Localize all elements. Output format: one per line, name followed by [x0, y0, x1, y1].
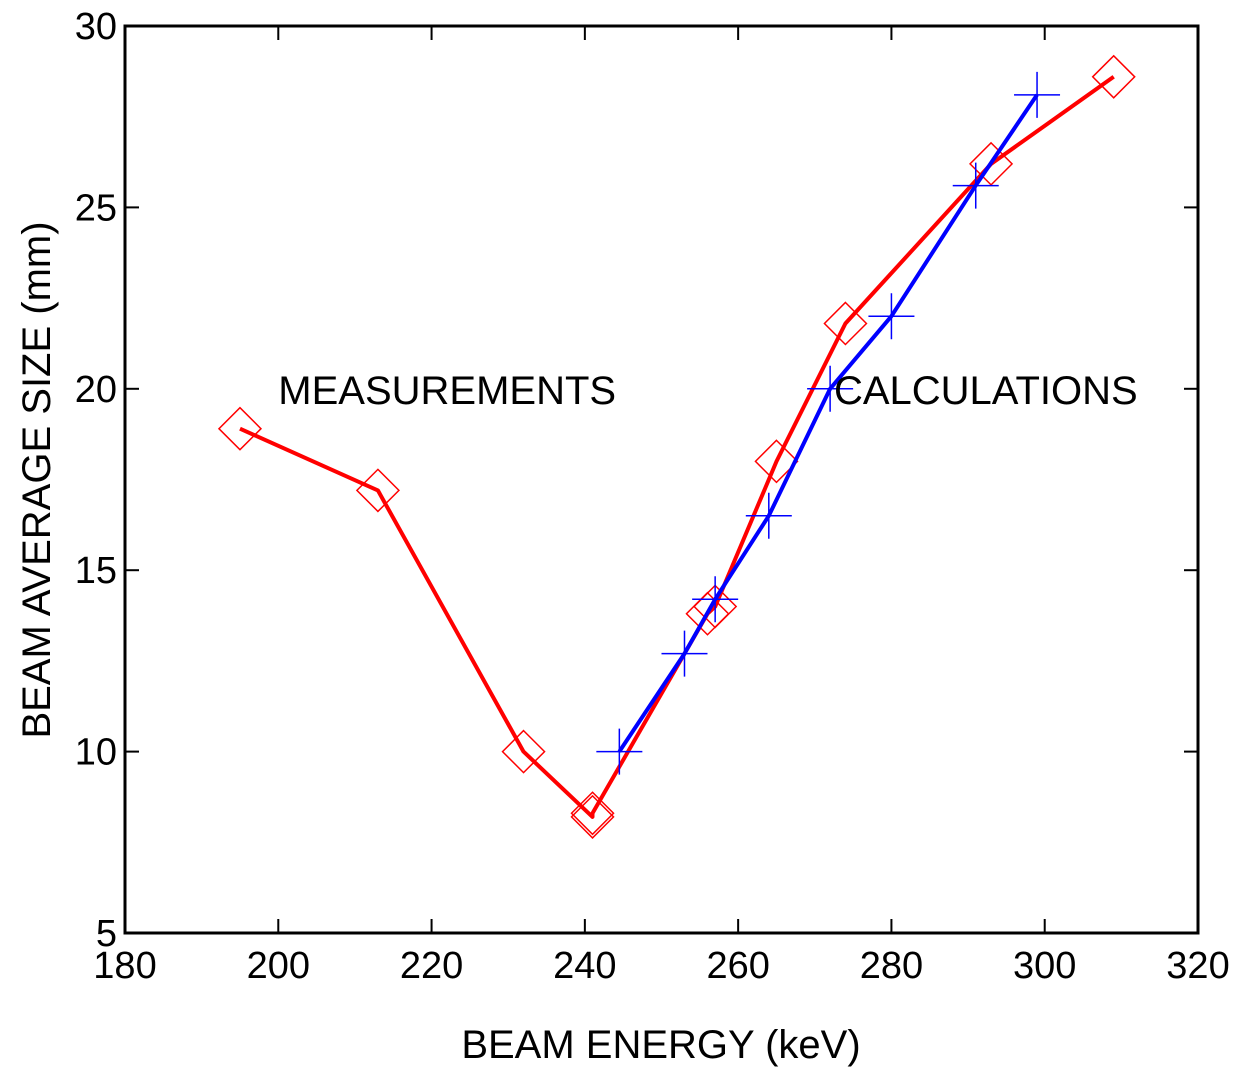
y-tick-label: 10 — [75, 732, 117, 774]
x-tick-label: 320 — [1166, 945, 1229, 987]
y-tick-label: 5 — [96, 913, 117, 955]
diamond-marker — [969, 141, 1014, 186]
series-1-line — [239, 75, 1115, 819]
y-axis-label: BEAM AVERAGE SIZE (mm) — [15, 221, 59, 738]
series-layer — [217, 54, 1136, 839]
x-tick-label: 280 — [860, 945, 923, 987]
annotation-label: CALCULATIONS — [834, 369, 1138, 413]
y-tick-label: 20 — [75, 369, 117, 411]
plus-marker — [596, 728, 643, 775]
x-axis-label: BEAM ENERGY (keV) — [461, 1023, 860, 1067]
diamond-marker — [1091, 54, 1136, 99]
annotation-layer: MEASUREMENTS CALCULATIONS — [278, 369, 1137, 413]
diamond-marker — [570, 794, 615, 839]
y-tick-label: 15 — [75, 550, 117, 592]
y-tick-label: 30 — [75, 6, 117, 48]
x-tick-label: 300 — [1013, 945, 1076, 987]
diamond-marker — [754, 439, 799, 484]
diamond-marker — [217, 406, 263, 451]
axis-ticks: 180 200 220 240 260 280 300 320 5 10 15 20 25 30 — [75, 6, 1230, 987]
plot-frame — [123, 24, 1200, 935]
diamond-marker — [570, 791, 615, 836]
x-tick-label: 200 — [247, 945, 310, 987]
y-tick-label: 25 — [75, 187, 117, 229]
diamond-marker — [501, 729, 546, 774]
plus-marker — [868, 293, 915, 340]
diamond-marker — [823, 301, 868, 346]
x-tick-label: 220 — [400, 945, 463, 987]
series-2-line — [617, 93, 1039, 753]
x-tick-label: 180 — [93, 945, 156, 987]
annotation-label: MEASUREMENTS — [278, 369, 616, 413]
plus-marker — [661, 630, 708, 677]
plus-marker — [692, 576, 739, 623]
diamond-marker — [355, 468, 400, 513]
plus-marker — [952, 162, 999, 209]
x-tick-label: 260 — [706, 945, 769, 987]
plus-marker — [807, 365, 854, 412]
plus-marker — [1014, 71, 1061, 118]
plus-marker — [745, 492, 792, 539]
x-tick-label: 240 — [553, 945, 616, 987]
